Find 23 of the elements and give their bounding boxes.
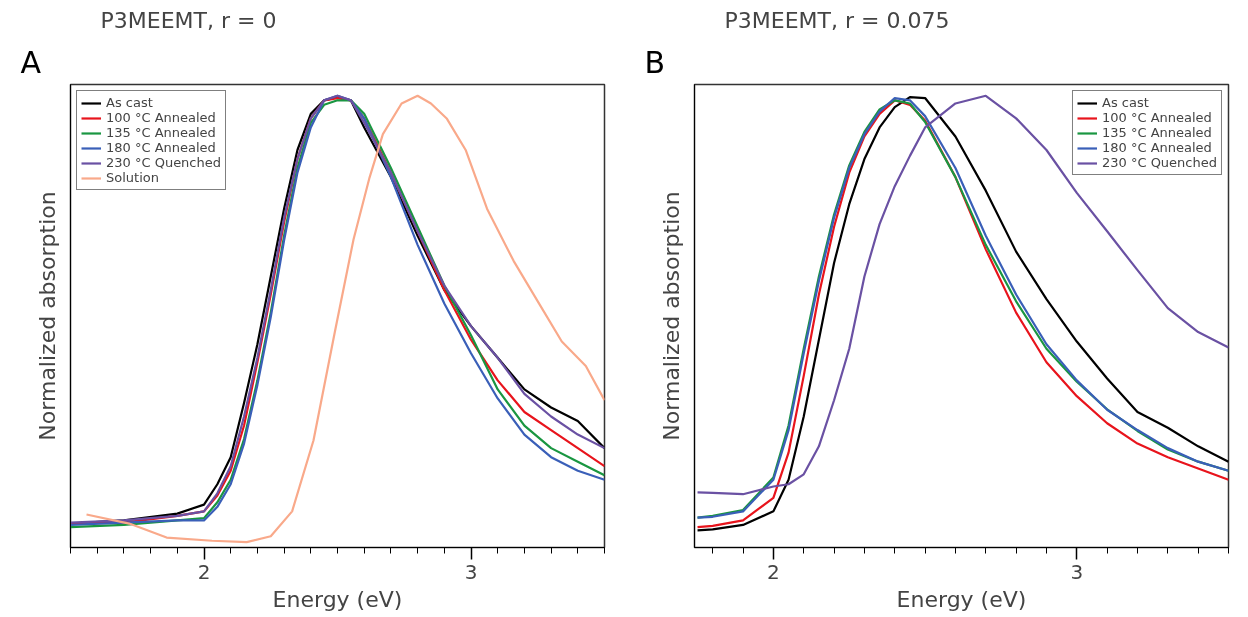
x-tick-label: 2 [197,559,211,584]
legend-label: 135 °C Annealed [1101,125,1212,140]
legend-label: 100 °C Annealed [1101,110,1212,125]
legend-label: Solution [106,170,159,185]
legend-label: 100 °C Annealed [106,110,216,125]
x-axis-title: Energy (eV) [896,586,1027,612]
y-axis-title: Normalized absorption [34,191,60,441]
y-axis-title: Normalized absorption [658,191,684,441]
x-axis-title: Energy (eV) [272,586,403,612]
chart-title: P3MEEMT, r = 0 [100,7,277,33]
chart-title: P3MEEMT, r = 0.075 [724,7,950,33]
x-tick-label: 2 [767,559,780,584]
legend-label: As cast [1101,95,1149,110]
text: A [20,44,42,80]
x-tick-label: 3 [1070,559,1084,584]
legend-label: 135 °C Annealed [106,125,216,140]
legend-label: 180 °C Annealed [1101,140,1212,155]
text: B [644,44,666,80]
legend-label: As cast [106,95,153,110]
legend-label: 230 °C Quenched [1101,155,1217,170]
legend-label: 230 °C Quenched [106,155,222,170]
legend-label: 180 °C Annealed [106,140,216,155]
x-tick-label: 3 [464,559,478,584]
